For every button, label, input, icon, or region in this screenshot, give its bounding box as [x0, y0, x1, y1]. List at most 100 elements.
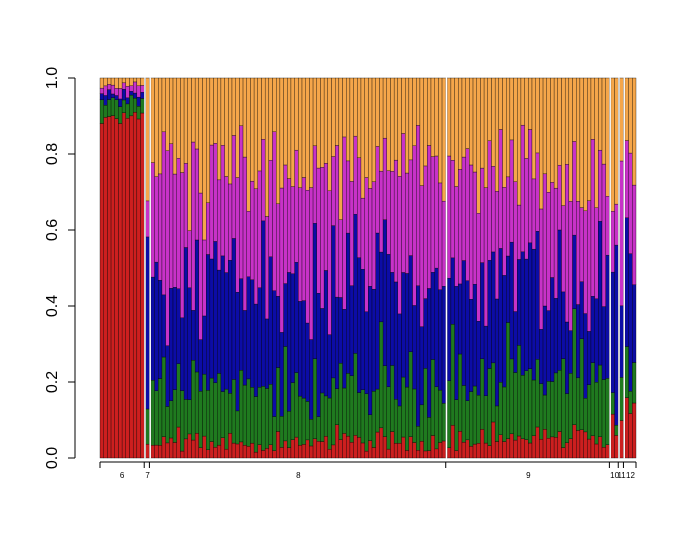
bar — [107, 77, 112, 459]
bar-segment — [264, 388, 270, 449]
bar — [342, 77, 347, 459]
bar-segment — [594, 443, 599, 459]
bar-segment — [450, 324, 455, 426]
bar-segment — [557, 164, 562, 231]
bar-segment — [509, 77, 514, 141]
bar-segment — [158, 77, 163, 175]
bar-segment — [349, 442, 354, 459]
bar-segment — [447, 77, 452, 157]
group-label: 6 — [120, 471, 125, 480]
bar-segment — [397, 443, 402, 459]
bar-segment — [298, 301, 303, 397]
bar-segment — [287, 178, 292, 273]
bar-segment — [183, 399, 188, 440]
bar-segment — [107, 116, 112, 459]
bar-segment — [393, 159, 399, 283]
bar-segment — [371, 288, 376, 392]
bar-segment — [360, 389, 365, 444]
bar-segment — [382, 137, 387, 220]
bar-segment — [305, 322, 310, 402]
bar-segment — [158, 445, 163, 459]
bar-segment — [220, 255, 225, 392]
bar-segment — [587, 77, 592, 201]
bar-segment — [583, 77, 588, 212]
bar — [502, 77, 507, 459]
bar-segment — [553, 77, 558, 189]
bar-segment — [557, 370, 562, 432]
bar-segment — [154, 77, 159, 177]
bar-segment — [198, 391, 203, 448]
group-label: 10 — [610, 471, 619, 480]
bar-segment — [465, 400, 470, 441]
bar-segment — [483, 325, 488, 396]
bar-segment — [598, 221, 603, 366]
bar-segment — [434, 386, 439, 450]
bar-segment — [342, 433, 347, 459]
bar-segment — [290, 186, 295, 274]
bar-segment — [483, 442, 488, 459]
bar-segment — [614, 203, 619, 246]
bar — [279, 77, 284, 459]
bar-segment — [261, 450, 266, 459]
bar-segment — [454, 77, 459, 187]
bar-segment — [614, 244, 619, 426]
bar-segment — [301, 444, 306, 459]
bar-segment — [268, 256, 273, 385]
bar-segment — [103, 95, 108, 106]
bar-segment — [632, 184, 637, 285]
bar-segment — [382, 77, 387, 139]
bar-segment — [206, 390, 211, 450]
bar — [405, 77, 410, 459]
bar-segment — [165, 345, 170, 407]
bar — [434, 77, 439, 459]
bar — [169, 77, 174, 459]
bar — [416, 77, 421, 459]
bar-segment — [509, 139, 514, 243]
bar-segment — [180, 172, 185, 319]
bar-segment — [568, 330, 573, 374]
bar-segment — [539, 438, 544, 459]
bar-segment — [183, 438, 188, 459]
bar-segment — [202, 435, 207, 459]
y-tick-label: 0.6 — [44, 219, 61, 241]
bar-segment — [132, 97, 138, 113]
bar-segment — [487, 445, 492, 459]
bar — [357, 77, 362, 459]
bar-segment — [316, 77, 321, 169]
bar-segment — [209, 377, 214, 442]
bar — [375, 77, 380, 459]
bar-segment — [557, 229, 562, 371]
bar — [294, 77, 299, 459]
bar-segment — [235, 177, 240, 293]
bar-segment — [298, 395, 303, 446]
bar-segment — [239, 278, 244, 371]
bar — [401, 77, 406, 459]
bar-segment — [397, 405, 402, 444]
bar-segment — [539, 329, 544, 384]
bar — [605, 77, 610, 459]
bar-segment — [465, 439, 470, 459]
bar-segment — [220, 437, 225, 459]
bar-segment — [454, 399, 459, 451]
bar-segment — [487, 77, 492, 141]
bar-segment — [316, 167, 321, 294]
bar — [187, 77, 192, 459]
bar-segment — [553, 437, 558, 459]
bar-segment — [498, 129, 503, 249]
bar-segment — [276, 367, 281, 432]
bar — [539, 77, 544, 459]
bar-segment — [231, 238, 236, 380]
bar-segment — [172, 287, 177, 390]
bar-segment — [180, 390, 185, 452]
bar-segment — [242, 384, 247, 446]
bar-segment — [121, 82, 126, 90]
bar-segment — [458, 77, 463, 170]
bar-segment — [279, 332, 284, 417]
bar — [458, 77, 463, 459]
bar-segment — [191, 310, 196, 361]
bar-segment — [572, 424, 577, 459]
bar-segment — [257, 77, 262, 172]
bar — [469, 77, 474, 459]
bar-segment — [110, 115, 115, 459]
bar — [257, 77, 262, 459]
